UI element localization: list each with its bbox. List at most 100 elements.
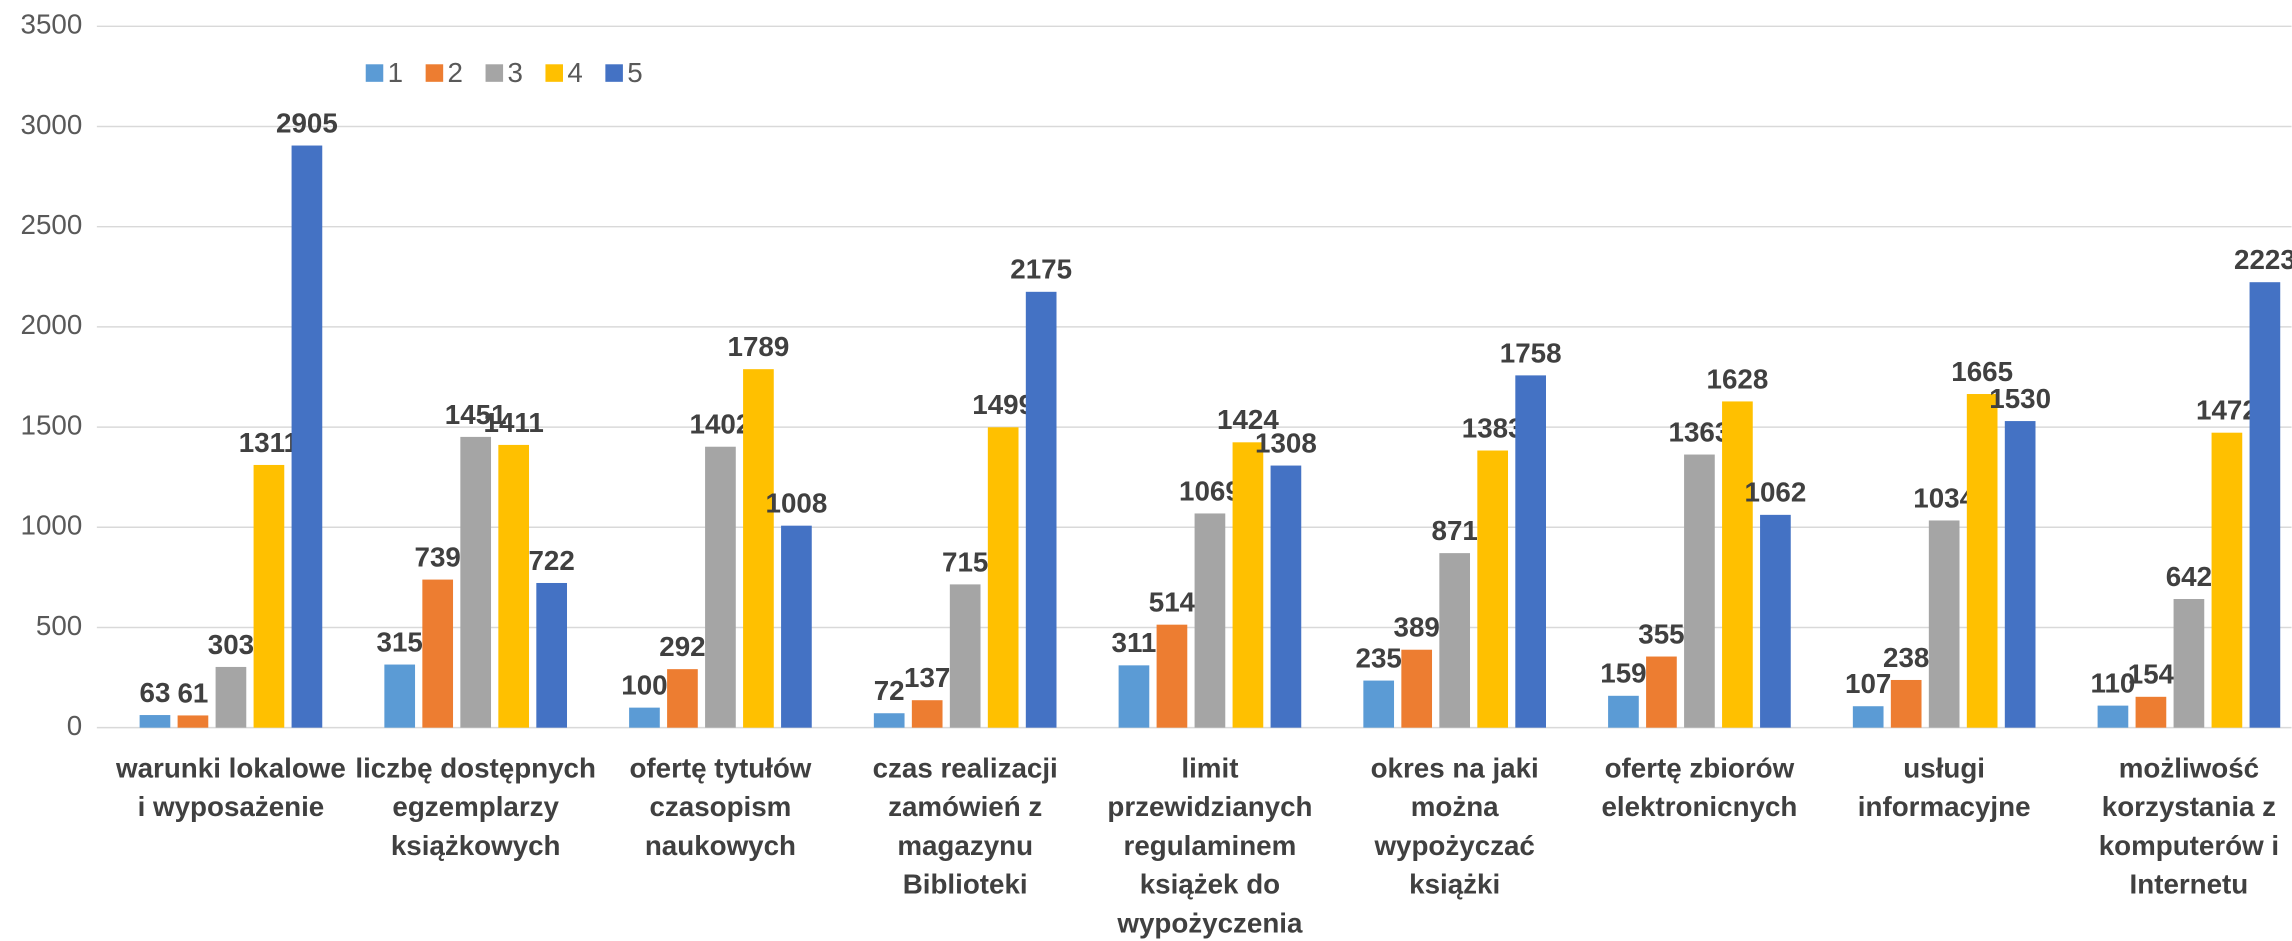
bar [1477,450,1509,728]
y-tick-label: 3000 [21,109,83,140]
x-tick-label: regulaminem [1124,830,1297,861]
data-label: 159 [1600,658,1646,689]
x-tick-label: Biblioteki [903,869,1028,900]
bar [253,464,285,728]
x-tick-label: zamówień z [888,791,1042,822]
bar [1515,375,1546,728]
data-label: 72 [874,675,905,706]
y-tick-label: 3500 [21,9,83,40]
data-label: 1472 [2196,395,2258,426]
data-label: 292 [659,631,705,662]
data-label: 1008 [766,488,828,519]
x-tick-label: książkowych [391,830,561,861]
x-tick-label: wypożyczać [1373,830,1534,861]
bar [384,664,416,728]
bar [2173,599,2205,728]
bar [949,584,981,728]
legend-swatch [545,64,563,82]
legend-label: 4 [567,57,582,88]
data-label: 1665 [1951,356,2013,387]
x-tick-label: czas realizacji [873,752,1058,783]
x-tick-label: przewidzianych [1107,791,1312,822]
bar [215,666,247,728]
bar [422,579,454,728]
x-tick-label: czasopism [649,791,791,822]
legend-label: 5 [627,57,642,88]
legend-swatch [605,64,623,82]
bar [667,669,698,728]
bar [1439,553,1471,728]
x-tick-label: naukowych [645,830,796,861]
bar [1646,656,1677,728]
x-tick-label: warunki lokalowe [115,752,346,783]
data-label: 514 [1149,587,1196,618]
data-label: 1034 [1913,482,1975,513]
data-label: 355 [1638,618,1684,649]
x-tick-label: usługi [1903,752,1985,783]
data-label: 238 [1883,642,1929,673]
data-label: 1424 [1217,404,1279,435]
data-label: 107 [1845,668,1891,699]
bar [781,525,812,728]
data-label: 2223 [2234,244,2292,275]
x-tick-label: książki [1409,869,1500,900]
y-tick-label: 2500 [21,209,83,240]
bar [460,436,492,728]
bar [987,427,1019,728]
bar [1025,291,1057,728]
data-label: 154 [2128,659,2175,690]
data-label: 1499 [972,389,1034,420]
data-label: 2175 [1010,254,1072,285]
bar [1194,513,1226,728]
x-tick-label: książek do [1140,869,1280,900]
y-tick-label: 1000 [21,510,83,541]
x-tick-label: egzemplarzy [392,791,559,822]
bar [1363,680,1395,728]
x-tick-label: informacyjne [1858,791,2031,822]
data-label: 1411 [484,407,544,438]
bar [498,444,530,728]
bar [743,369,774,728]
data-label: 63 [140,677,171,708]
bar [2211,432,2243,728]
bar [1760,514,1791,728]
legend-label: 1 [388,57,403,88]
bar [1852,706,1884,728]
data-label: 642 [2166,561,2212,592]
x-tick-label: możliwość [2119,752,2259,783]
bar [1270,465,1302,728]
legend-label: 3 [507,57,522,88]
data-label: 2905 [276,107,338,138]
data-label: 1789 [728,331,790,362]
bar [873,713,905,728]
data-label: 100 [621,670,667,701]
data-label: 1530 [1989,383,2051,414]
data-label: 1628 [1707,363,1769,394]
data-label: 311 [1112,627,1157,658]
bar [1608,695,1639,728]
data-label: 722 [529,545,575,576]
x-tick-label: limit [1181,752,1238,783]
bar [1118,665,1150,728]
legend-swatch [365,64,384,82]
x-tick-label: liczbę dostępnych [355,752,596,783]
legend-label: 2 [448,57,463,88]
data-label: 715 [942,546,988,577]
bar [1401,649,1433,728]
data-label: 1062 [1745,477,1807,508]
legend-swatch [485,64,504,82]
x-tick-label: ofertę tytułów [629,752,811,783]
x-tick-label: okres na jaki [1371,752,1539,783]
x-tick-label: korzystania z [2102,791,2276,822]
bar [177,715,209,728]
y-tick-label: 500 [36,610,82,641]
bar [1156,624,1188,728]
bar [2135,696,2167,728]
x-tick-label: można [1411,791,1499,822]
bar [536,582,568,728]
bar [629,707,660,728]
bar [1890,679,1922,728]
data-label: 1451 [445,399,507,430]
